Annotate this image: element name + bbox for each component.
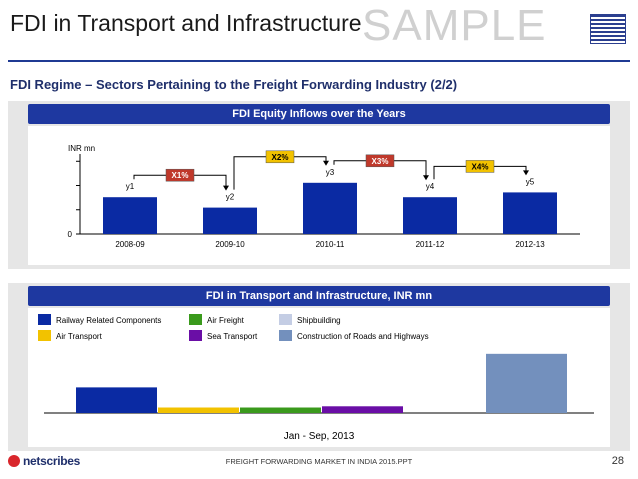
x-tick-label: 2011-12 bbox=[416, 240, 445, 249]
transport-infra-chart-area: Railway Related Components Air Transport A… bbox=[28, 308, 610, 447]
legend-label-2: Air Freight bbox=[207, 316, 245, 325]
y-axis-label: INR mn bbox=[68, 144, 95, 153]
legend-swatch-0 bbox=[38, 314, 51, 325]
bar-2012-13 bbox=[503, 192, 557, 234]
bar-2009-10 bbox=[203, 207, 257, 234]
x-tick-label: 2008-09 bbox=[115, 240, 145, 249]
striped-logo-icon bbox=[590, 14, 626, 44]
bar-1 bbox=[158, 407, 239, 413]
growth-badge bbox=[165, 168, 195, 182]
netscribes-logo-icon bbox=[8, 455, 20, 467]
bar-data-label: y4 bbox=[426, 182, 435, 191]
legend-label-3: Sea Transport bbox=[207, 332, 258, 341]
section-subtitle: FDI Regime – Sectors Pertaining to the F… bbox=[10, 77, 458, 92]
bar-data-label: y1 bbox=[126, 182, 135, 191]
legend-label-5: Construction of Roads and Highways bbox=[297, 332, 429, 341]
equity-inflows-panel: FDI Equity Inflows over the Years INR mn… bbox=[8, 101, 630, 269]
transport-infra-chart: Railway Related Components Air Transport A… bbox=[38, 314, 594, 442]
bar-2 bbox=[240, 407, 321, 413]
bar-2010-11 bbox=[303, 182, 357, 234]
legend-label-4: Shipbuilding bbox=[297, 316, 341, 325]
growth-badge-label: X4% bbox=[472, 162, 489, 171]
page-title: FDI in Transport and Infrastructure bbox=[10, 10, 362, 36]
bar-data-label: y3 bbox=[326, 168, 335, 177]
equity-inflows-header: FDI Equity Inflows over the Years bbox=[28, 104, 610, 124]
growth-badge bbox=[265, 150, 295, 164]
growth-arrowhead bbox=[223, 185, 229, 191]
growth-arrowhead bbox=[323, 160, 329, 166]
growth-badge bbox=[365, 154, 395, 168]
title-divider bbox=[8, 60, 630, 62]
netscribes-brand: netscribes bbox=[23, 454, 81, 468]
growth-arrowhead bbox=[423, 175, 429, 181]
transport-infra-header: FDI in Transport and Infrastructure, INR… bbox=[28, 286, 610, 306]
growth-badge-label: X3% bbox=[372, 157, 389, 166]
growth-badge-label: X2% bbox=[272, 153, 289, 162]
legend-swatch-3 bbox=[189, 330, 202, 341]
x-tick-label: 2009-10 bbox=[215, 240, 245, 249]
legend-swatch-4 bbox=[279, 314, 292, 325]
equity-inflows-chart-area: INR mn 0 y1 2008-09 y2 2009-10 y3 2010-11 y4 2011… bbox=[28, 126, 610, 265]
legend-swatch-2 bbox=[189, 314, 202, 325]
growth-badge-label: X1% bbox=[172, 171, 189, 180]
transport-infra-panel: FDI in Transport and Infrastructure, INR… bbox=[8, 283, 630, 451]
x-axis-label: Jan - Sep, 2013 bbox=[284, 431, 355, 442]
x-tick-label: 2012-13 bbox=[515, 240, 545, 249]
bar-2011-12 bbox=[403, 197, 457, 234]
legend-label-0: Railway Related Components bbox=[56, 316, 161, 325]
bar-data-label: y2 bbox=[226, 193, 235, 202]
bar-3 bbox=[322, 406, 403, 413]
footer-filename: FREIGHT FORWARDING MARKET IN INDIA 2015.… bbox=[225, 457, 413, 466]
legend-label-1: Air Transport bbox=[56, 332, 103, 341]
growth-badge bbox=[465, 160, 495, 173]
growth-arrowhead bbox=[523, 170, 529, 176]
legend-swatch-5 bbox=[279, 330, 292, 341]
bar-2008-09 bbox=[103, 197, 157, 234]
bar-5 bbox=[486, 353, 567, 413]
netscribes-logo: netscribes bbox=[8, 454, 80, 468]
bar-0 bbox=[76, 387, 157, 413]
bar-data-label: y5 bbox=[526, 177, 535, 186]
x-tick-label: 2010-11 bbox=[316, 240, 345, 249]
sample-watermark: SAMPLE bbox=[362, 1, 547, 50]
legend-swatch-1 bbox=[38, 330, 51, 341]
equity-inflows-chart: INR mn 0 y1 2008-09 y2 2009-10 y3 2010-11 y4 2011… bbox=[68, 144, 580, 249]
y-tick-label: 0 bbox=[68, 230, 73, 239]
page-number: 28 bbox=[611, 455, 624, 467]
